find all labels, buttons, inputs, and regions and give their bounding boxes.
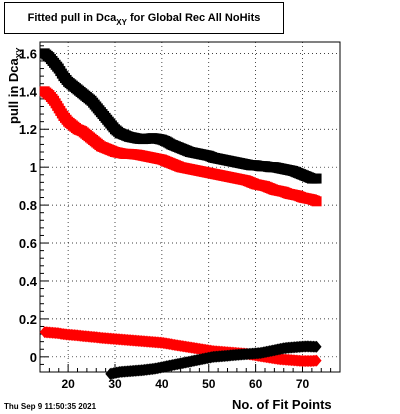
datestamp: Thu Sep 9 11:50:35 2021	[4, 402, 97, 411]
y-tick-label: 0	[30, 350, 37, 365]
y-tick-label: 1.2	[19, 122, 37, 137]
data-point	[311, 196, 322, 207]
y-tick-label: 0.4	[19, 274, 38, 289]
chart-title-subscript: XY	[116, 17, 127, 27]
data-point	[311, 340, 322, 353]
axis-ticks: 20 30 40 50 60 70 0 0.2 0.4 0.6 0.8 1 1.2 1.4 1.6	[19, 45, 341, 391]
series-1	[39, 86, 322, 207]
data-point	[311, 173, 322, 184]
data-marks	[39, 48, 322, 380]
x-tick-label: 30	[108, 377, 122, 391]
y-tick-label: 0.6	[19, 236, 37, 251]
chart-title-rest: for Global Rec All NoHits	[129, 12, 261, 24]
series-0	[39, 48, 322, 184]
x-tick-label: 60	[249, 377, 263, 391]
chart-title: Fitted pull in Dca XY for Global Rec All …	[4, 2, 284, 34]
y-tick-label: 0.8	[19, 198, 37, 213]
y-tick-label: 1.4	[19, 84, 38, 99]
x-axis-label: No. of Fit Points	[232, 397, 332, 412]
y-tick-label: 1	[30, 160, 37, 175]
x-tick-label: 20	[61, 377, 75, 391]
data-point	[311, 354, 322, 367]
chart-title-main: Fitted pull in Dca	[27, 12, 117, 24]
x-tick-label: 40	[155, 377, 169, 391]
x-tick-label: 70	[296, 377, 310, 391]
y-tick-label: 0.2	[19, 312, 37, 327]
y-tick-label: 1.6	[19, 46, 37, 61]
x-tick-label: 50	[202, 377, 216, 391]
series-3	[105, 340, 322, 380]
